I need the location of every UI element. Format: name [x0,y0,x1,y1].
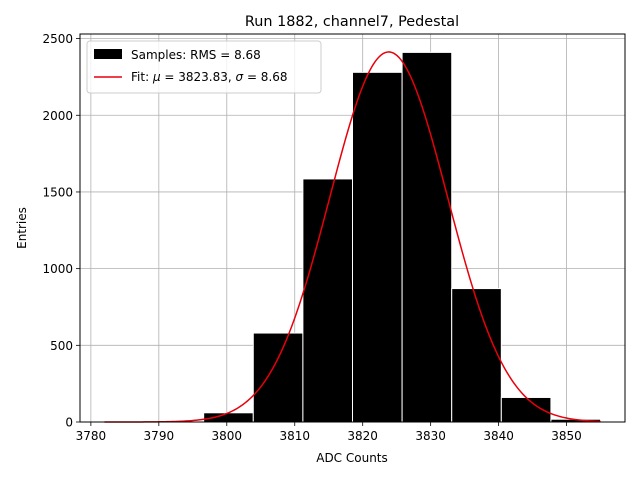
x-tick-label: 3840 [483,429,514,443]
y-tick-label: 1500 [42,185,73,199]
y-tick-label: 0 [65,416,73,430]
y-axis-ticks: 0 500 1000 1500 2000 2500 [42,32,80,430]
y-axis-label: Entries [15,207,29,249]
x-tick-label: 3810 [279,429,310,443]
legend-fit-prefix: Fit: [131,70,153,84]
legend-histogram-swatch [94,49,122,59]
y-tick-label: 500 [50,339,73,353]
histogram-bar [451,288,502,423]
legend-fit-sigma-symbol: σ [236,70,244,84]
histogram-bars [203,51,602,423]
legend-fit-label: Fit: μ = 3823.83, σ = 8.68 [131,70,288,84]
x-tick-label: 3830 [415,429,446,443]
histogram-bar [401,51,453,423]
legend-histogram-label: Samples: RMS = 8.68 [131,48,261,62]
y-tick-label: 1000 [42,262,73,276]
histogram-bar [302,178,353,423]
histogram-bar [352,71,403,423]
x-tick-label: 3800 [212,429,243,443]
fit-curve [104,51,601,423]
x-tick-label: 3820 [347,429,378,443]
legend-fit-mid: = 3823.83, [161,70,236,84]
x-tick-label: 3780 [76,429,107,443]
plot-frame [79,33,626,423]
legend-fit-mu-symbol: μ [152,70,161,84]
legend-box [86,40,322,94]
x-tick-label: 3790 [144,429,175,443]
legend: Samples: RMS = 8.68 Fit: μ = 3823.83, σ … [86,40,322,94]
x-axis-label: ADC Counts [316,451,388,465]
x-tick-label: 3850 [551,429,582,443]
y-tick-label: 2000 [42,109,73,123]
y-tick-label: 2500 [42,32,73,46]
histogram-bar [252,332,304,423]
x-axis-ticks: 3780 3790 3800 3810 3820 3830 3840 3850 [76,422,582,443]
legend-fit-suffix: = 8.68 [243,70,287,84]
chart-title: Run 1882, channel7, Pedestal [245,14,459,30]
